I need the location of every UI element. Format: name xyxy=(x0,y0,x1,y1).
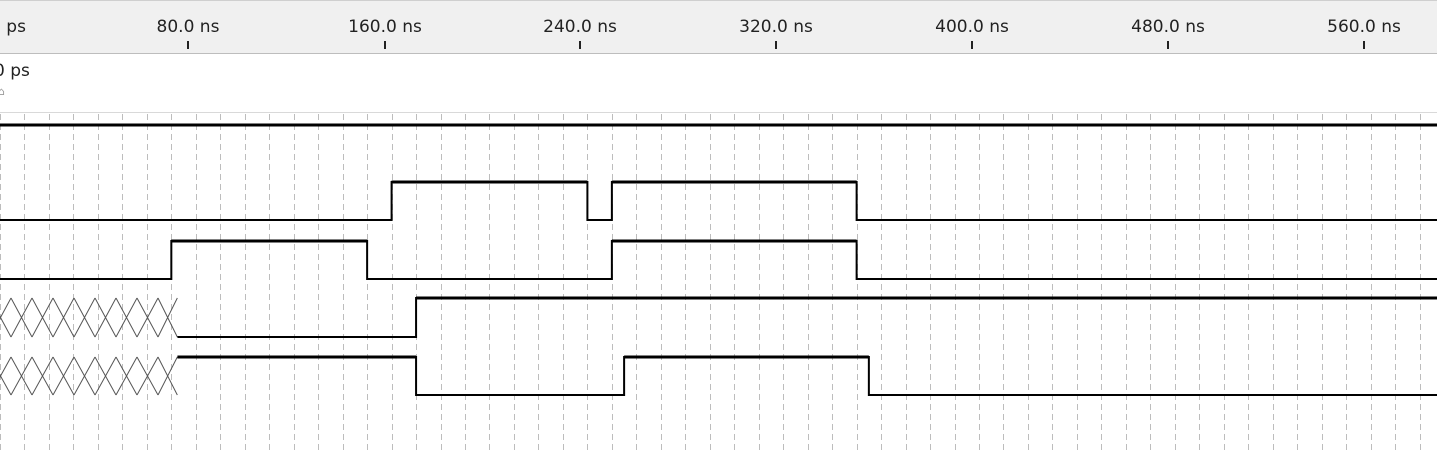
tick-label-80ns: 80.0 ns xyxy=(156,17,220,37)
waveform-trace xyxy=(177,356,1437,396)
tick-mark-320ns xyxy=(775,41,777,49)
tick-mark-240ns xyxy=(579,41,581,49)
cursor-handle-icon[interactable]: ⌂ xyxy=(0,85,5,98)
tick-label-400ns: 400.0 ns xyxy=(935,17,1009,37)
tick-mark-480ns xyxy=(1167,41,1169,49)
tick-label-560ns: 560.0 ns xyxy=(1327,17,1401,37)
tick-label-480ns: 480.0 ns xyxy=(1131,17,1205,37)
time-ruler[interactable]: 0 ps 80.0 ns 160.0 ns 240.0 ns 320.0 ns … xyxy=(0,0,1437,54)
cursor-row[interactable]: 0 ps ⌂ xyxy=(0,55,1437,113)
unknown-value-hatch xyxy=(0,297,178,338)
cursor-time-label: 0 ps xyxy=(0,61,30,81)
tick-label-0: 0 ps xyxy=(0,17,26,37)
tick-label-320ns: 320.0 ns xyxy=(739,17,813,37)
tick-mark-560ns xyxy=(1363,41,1365,49)
tick-mark-160ns xyxy=(384,41,386,49)
waveform-trace xyxy=(0,181,1437,221)
tick-label-160ns: 160.0 ns xyxy=(348,17,422,37)
tick-mark-80ns xyxy=(187,41,189,49)
waveform-area[interactable] xyxy=(0,114,1437,453)
waveform-trace xyxy=(0,240,1437,280)
waveform-canvas[interactable] xyxy=(0,114,1437,453)
unknown-value-hatch xyxy=(0,356,178,396)
tick-mark-400ns xyxy=(971,41,973,49)
tick-label-240ns: 240.0 ns xyxy=(543,17,617,37)
